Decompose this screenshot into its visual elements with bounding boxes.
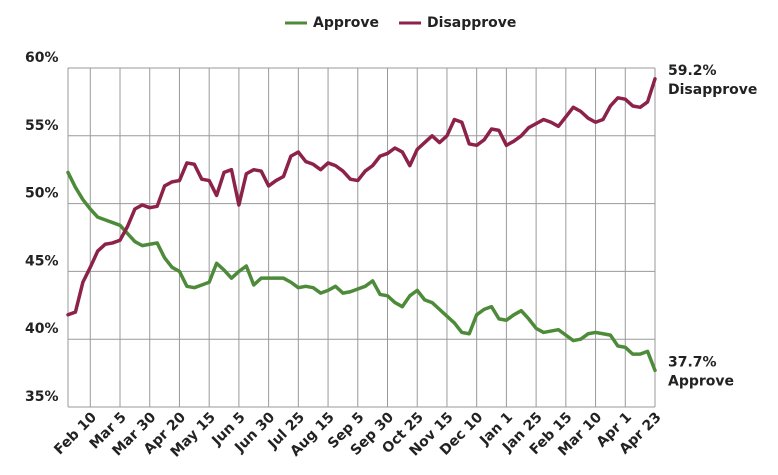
y-tick-label: 50%: [25, 186, 59, 202]
end-series-label: Disapprove: [668, 82, 757, 98]
end-value-label: 37.7%: [668, 354, 717, 370]
end-series-label: Approve: [668, 373, 734, 389]
y-tick-label: 40%: [25, 321, 59, 337]
y-tick-label: 35%: [25, 389, 59, 405]
end-label: 59.2% Disapprove: [668, 63, 757, 98]
series-line: [66, 77, 657, 317]
y-tick-label: 45%: [25, 253, 59, 269]
y-tick-label: 60%: [25, 50, 59, 66]
end-label: 37.7% Approve: [668, 354, 734, 389]
end-value-label: 59.2%: [668, 63, 717, 79]
y-tick-label: 55%: [25, 118, 59, 134]
legend-label: Approve: [313, 15, 379, 31]
series-line: [66, 170, 657, 373]
legend-label: Disapprove: [427, 15, 516, 31]
